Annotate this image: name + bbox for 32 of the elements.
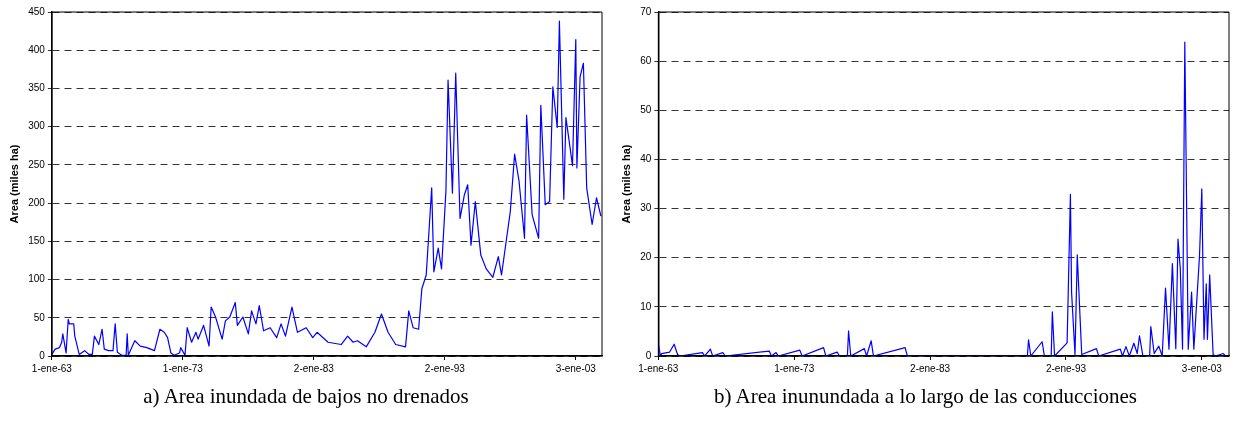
y-tick-label: 10	[640, 300, 652, 312]
y-tick-label: 30	[640, 202, 652, 214]
y-tick-label: 350	[28, 82, 46, 94]
y-tick-label: 300	[28, 120, 46, 132]
x-tick-label: 1-ene-73	[774, 362, 815, 374]
y-tick-label: 50	[640, 104, 652, 116]
x-tick-label: 3-ene-03	[555, 362, 597, 374]
y-tick-label: 200	[28, 196, 46, 208]
x-tick-label: 1-ene-63	[31, 362, 73, 374]
y-axis-title: Area (miles ha)	[7, 144, 20, 224]
y-axis-title: Area (miles ha)	[619, 144, 632, 224]
y-tick-label: 40	[640, 153, 652, 165]
y-tick-label: 150	[28, 235, 46, 247]
y-tick-label: 100	[28, 273, 46, 285]
y-tick-label: 20	[640, 251, 652, 263]
y-tick-label: 400	[28, 43, 46, 55]
x-tick-label: 1-ene-63	[638, 362, 679, 374]
x-tick-label: 2-ene-83	[910, 362, 951, 374]
text: a) Area inundada de bajos no drenados	[142, 384, 470, 409]
y-tick-label: 60	[640, 54, 652, 66]
y-tick-label: 0	[39, 349, 46, 361]
y-tick-label: 70	[640, 5, 652, 17]
x-tick-label: 2-ene-83	[293, 362, 335, 374]
x-tick-label: 1-ene-73	[162, 362, 204, 374]
y-tick-label: 50	[33, 311, 46, 323]
y-tick-label: 450	[28, 5, 46, 17]
y-tick-label: 250	[28, 158, 46, 170]
y-tick-label: 0	[645, 349, 652, 361]
x-tick-label: 2-ene-93	[424, 362, 466, 374]
x-tick-label: 2-ene-93	[1045, 362, 1087, 374]
x-tick-label: 3-ene-03	[1181, 362, 1223, 374]
text: b) Area inunundada a lo largo de las conducciones	[713, 384, 1138, 409]
